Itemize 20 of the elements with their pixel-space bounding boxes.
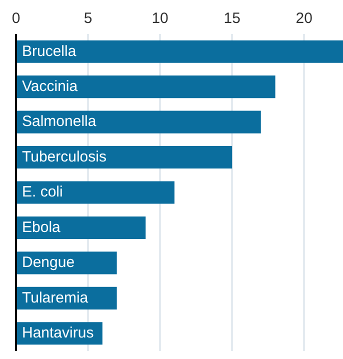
- bar: [17, 76, 276, 98]
- bar: [17, 110, 261, 134]
- x-tick-label: 5: [84, 10, 92, 28]
- bar: [17, 40, 343, 63]
- y-tick-label: Hantavirus: [22, 324, 94, 342]
- bar: [17, 146, 232, 169]
- x-tick-label: 10: [152, 10, 168, 28]
- y-tick-label: Tuberculosis: [22, 148, 106, 166]
- y-tick-label: Tularemia: [22, 289, 89, 306]
- y-tick-label: E. coli: [22, 184, 63, 201]
- x-tick-label: 15: [224, 10, 240, 28]
- x-tick-label: 20: [296, 10, 312, 28]
- x-tick-label: 0: [12, 10, 20, 28]
- y-tick-label: Salmonella: [22, 113, 97, 130]
- y-tick-label: Ebola: [22, 218, 62, 236]
- bar: [17, 181, 174, 204]
- bar: [17, 216, 146, 239]
- y-tick-label: Dengue: [22, 254, 75, 272]
- y-tick-label: Vaccinia: [22, 78, 78, 95]
- y-tick-label: Brucella: [22, 42, 77, 60]
